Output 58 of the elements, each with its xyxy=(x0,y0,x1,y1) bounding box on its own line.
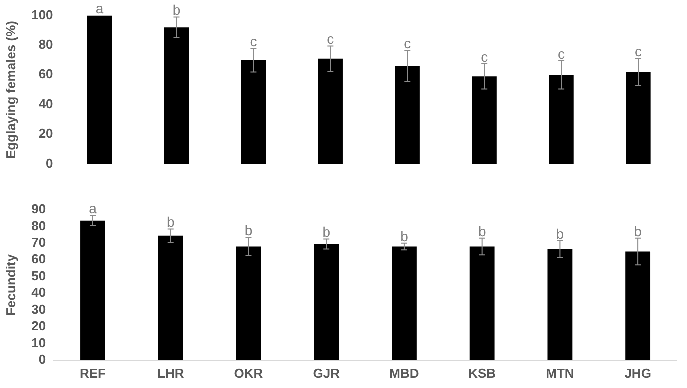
y-tick-label: 0 xyxy=(46,156,54,171)
annotation: b xyxy=(478,223,486,240)
annotation: b xyxy=(556,226,564,242)
annotation: c xyxy=(250,33,258,50)
bar xyxy=(395,66,420,164)
x-tick-label: OKR xyxy=(234,366,264,381)
bar xyxy=(470,246,495,360)
bar xyxy=(318,58,343,164)
y-axis-title: Egglaying females (%) xyxy=(3,21,18,159)
y-tick-label: 60 xyxy=(38,66,54,82)
bar xyxy=(164,28,190,164)
x-tick-label: JHG xyxy=(624,366,652,381)
y-tick-label: 70 xyxy=(32,235,46,250)
y-axis-title: Fecundity xyxy=(3,254,18,316)
bar xyxy=(472,76,497,164)
bar xyxy=(314,244,340,360)
x-tick-label: KSB xyxy=(468,366,496,381)
y-tick-label: 20 xyxy=(32,318,46,334)
x-tick-label: MBD xyxy=(390,366,420,381)
x-tick-label: LHR xyxy=(158,366,185,381)
annotation: c xyxy=(327,31,334,48)
bar xyxy=(626,72,651,164)
annotation: b xyxy=(634,223,642,240)
bar xyxy=(548,249,573,360)
bar xyxy=(87,16,112,164)
bar xyxy=(626,252,651,360)
x-tick-label: REF xyxy=(80,366,106,381)
bar xyxy=(549,75,574,164)
annotation: b xyxy=(166,214,175,230)
y-tick-label: 50 xyxy=(32,268,46,284)
bar xyxy=(392,246,417,360)
y-tick-label: 90 xyxy=(32,202,46,217)
y-tick-label: 100 xyxy=(32,7,54,22)
annotation: a xyxy=(89,200,98,217)
annotation: b xyxy=(400,228,409,244)
annotation: c xyxy=(558,46,566,62)
y-tick-label: 20 xyxy=(38,126,54,142)
bar xyxy=(80,220,106,360)
y-tick-label: 60 xyxy=(32,252,46,267)
annotation: c xyxy=(481,48,488,65)
bar xyxy=(158,236,184,360)
y-tick-label: 80 xyxy=(38,37,54,52)
annotation: c xyxy=(404,36,412,52)
y-tick-label: 10 xyxy=(32,335,46,350)
x-tick-label: GJR xyxy=(313,366,341,381)
bar xyxy=(241,60,266,164)
annotation: c xyxy=(635,44,642,60)
y-tick-label: 0 xyxy=(38,352,46,367)
bar xyxy=(236,246,262,360)
annotation: a xyxy=(96,0,104,17)
y-tick-label: 30 xyxy=(32,302,46,317)
annotation: b xyxy=(244,222,253,238)
annotation: b xyxy=(322,224,331,240)
annotation: b xyxy=(172,2,181,18)
y-tick-label: 80 xyxy=(32,218,46,234)
y-tick-label: 40 xyxy=(32,285,46,300)
y-tick-label: 40 xyxy=(38,96,54,112)
x-tick-label: MTN xyxy=(546,366,574,381)
